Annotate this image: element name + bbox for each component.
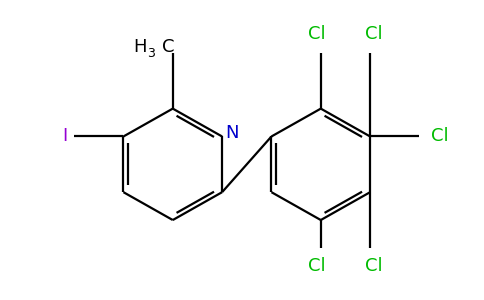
Text: C: C [162, 38, 174, 56]
Text: Cl: Cl [308, 26, 326, 44]
Text: Cl: Cl [365, 26, 383, 44]
Text: Cl: Cl [365, 257, 383, 275]
Text: I: I [62, 128, 67, 146]
Text: H: H [133, 38, 147, 56]
Text: 3: 3 [147, 47, 155, 60]
Text: Cl: Cl [431, 128, 449, 146]
Text: N: N [225, 124, 239, 142]
Text: Cl: Cl [308, 257, 326, 275]
